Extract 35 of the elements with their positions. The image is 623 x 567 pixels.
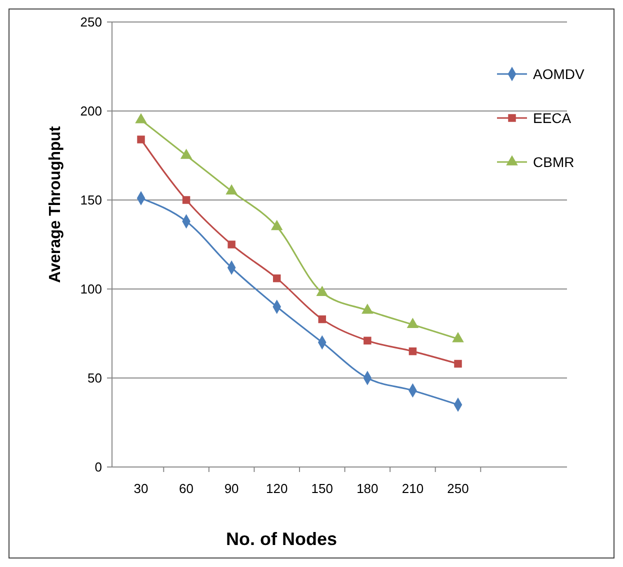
x-tick-label: 210 xyxy=(402,481,424,496)
point xyxy=(408,347,417,356)
point xyxy=(180,148,192,159)
y-tick-label: 50 xyxy=(88,370,102,386)
y-tick-label: 0 xyxy=(94,460,102,475)
y-tick-label: 250 xyxy=(80,14,102,30)
y-tick-label: 200 xyxy=(80,104,102,119)
point xyxy=(362,304,374,314)
legend-label: AOMDV xyxy=(533,66,585,82)
legend-label: CBMR xyxy=(533,154,574,170)
x-tick-label: 90 xyxy=(224,481,239,496)
point xyxy=(454,360,462,368)
point xyxy=(318,315,326,324)
y-axis-title: Average Throughput xyxy=(47,125,64,283)
x-tick-label: 150 xyxy=(311,481,333,496)
legend-label: EECA xyxy=(533,110,572,126)
point xyxy=(364,336,372,344)
x-axis-title: No. of Nodes xyxy=(226,529,337,549)
point xyxy=(270,220,283,230)
point xyxy=(182,196,190,204)
y-tick-label: 150 xyxy=(80,192,102,208)
point xyxy=(137,136,145,144)
x-tick-label: 120 xyxy=(266,481,288,496)
x-tick-label: 180 xyxy=(356,481,378,496)
point xyxy=(452,332,464,342)
point xyxy=(226,184,238,194)
point xyxy=(316,286,328,296)
x-tick-label: 250 xyxy=(447,481,469,496)
point xyxy=(135,113,147,124)
point xyxy=(272,274,281,282)
x-tick-label: 60 xyxy=(179,481,194,496)
point xyxy=(406,318,419,328)
x-tick-label: 30 xyxy=(134,481,148,496)
y-tick-label: 100 xyxy=(80,282,102,297)
point xyxy=(228,240,236,248)
